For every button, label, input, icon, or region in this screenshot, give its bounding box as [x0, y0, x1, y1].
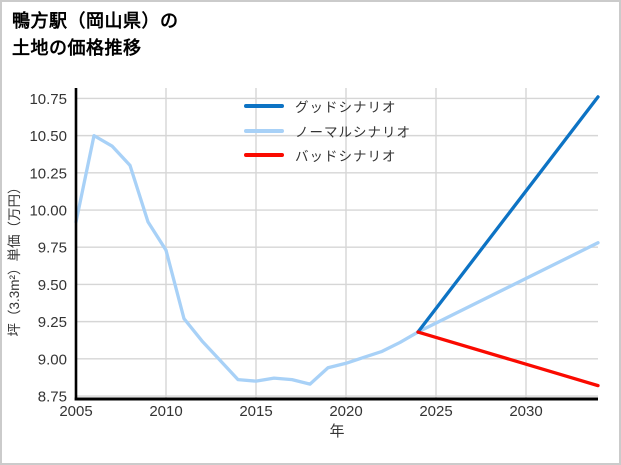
y-tick-label: 9.00: [38, 351, 67, 368]
x-tick-label: 2030: [509, 403, 542, 420]
chart-title: 鴨方駅（岡山県）の 土地の価格推移: [12, 8, 179, 62]
x-axis-label: 年: [329, 423, 344, 440]
x-tick-label: 2025: [419, 403, 452, 420]
series-line-1: [416, 95, 600, 334]
x-tick-label: 2020: [329, 403, 362, 420]
legend-item-good-scenario: グッドシナリオ: [244, 94, 411, 119]
y-tick-label: 9.25: [38, 314, 67, 331]
chart-legend: グッドシナリオ ノーマルシナリオ バッドシナリオ: [244, 94, 411, 168]
y-tick-label: 10.25: [29, 165, 67, 182]
y-tick-label: 9.75: [38, 240, 67, 257]
y-axis-label: 坪（3.3m²）単価（万円）: [7, 180, 22, 336]
series-line-4: [74, 133, 420, 386]
series-line-2: [416, 241, 600, 334]
y-tick-label: 10.50: [29, 128, 67, 145]
legend-item-normal-scenario: ノーマルシナリオ: [244, 119, 411, 144]
y-tick-label: 10.00: [29, 203, 67, 220]
x-tick-label: 2010: [149, 403, 182, 420]
legend-label: バッドシナリオ: [295, 149, 397, 165]
legend-label: ノーマルシナリオ: [295, 124, 411, 140]
good-scenario-line-swatch: [244, 104, 284, 109]
legend-label: グッドシナリオ: [295, 100, 397, 116]
legend-item-bad-scenario: バッドシナリオ: [244, 143, 411, 168]
y-tick-label: 10.75: [29, 91, 67, 108]
normal-scenario-line-swatch: [244, 128, 284, 133]
x-tick-label: 2015: [239, 403, 272, 420]
y-tick-label: 8.75: [38, 389, 67, 406]
y-tick-label: 9.50: [38, 277, 67, 294]
chart-title-line2: 土地の価格推移: [12, 38, 142, 58]
series-line-3: [416, 330, 600, 388]
chart-title-line1: 鴨方駅（岡山県）の: [12, 11, 179, 31]
bad-scenario-line-swatch: [244, 153, 284, 158]
x-tick-label: 2005: [59, 403, 92, 420]
